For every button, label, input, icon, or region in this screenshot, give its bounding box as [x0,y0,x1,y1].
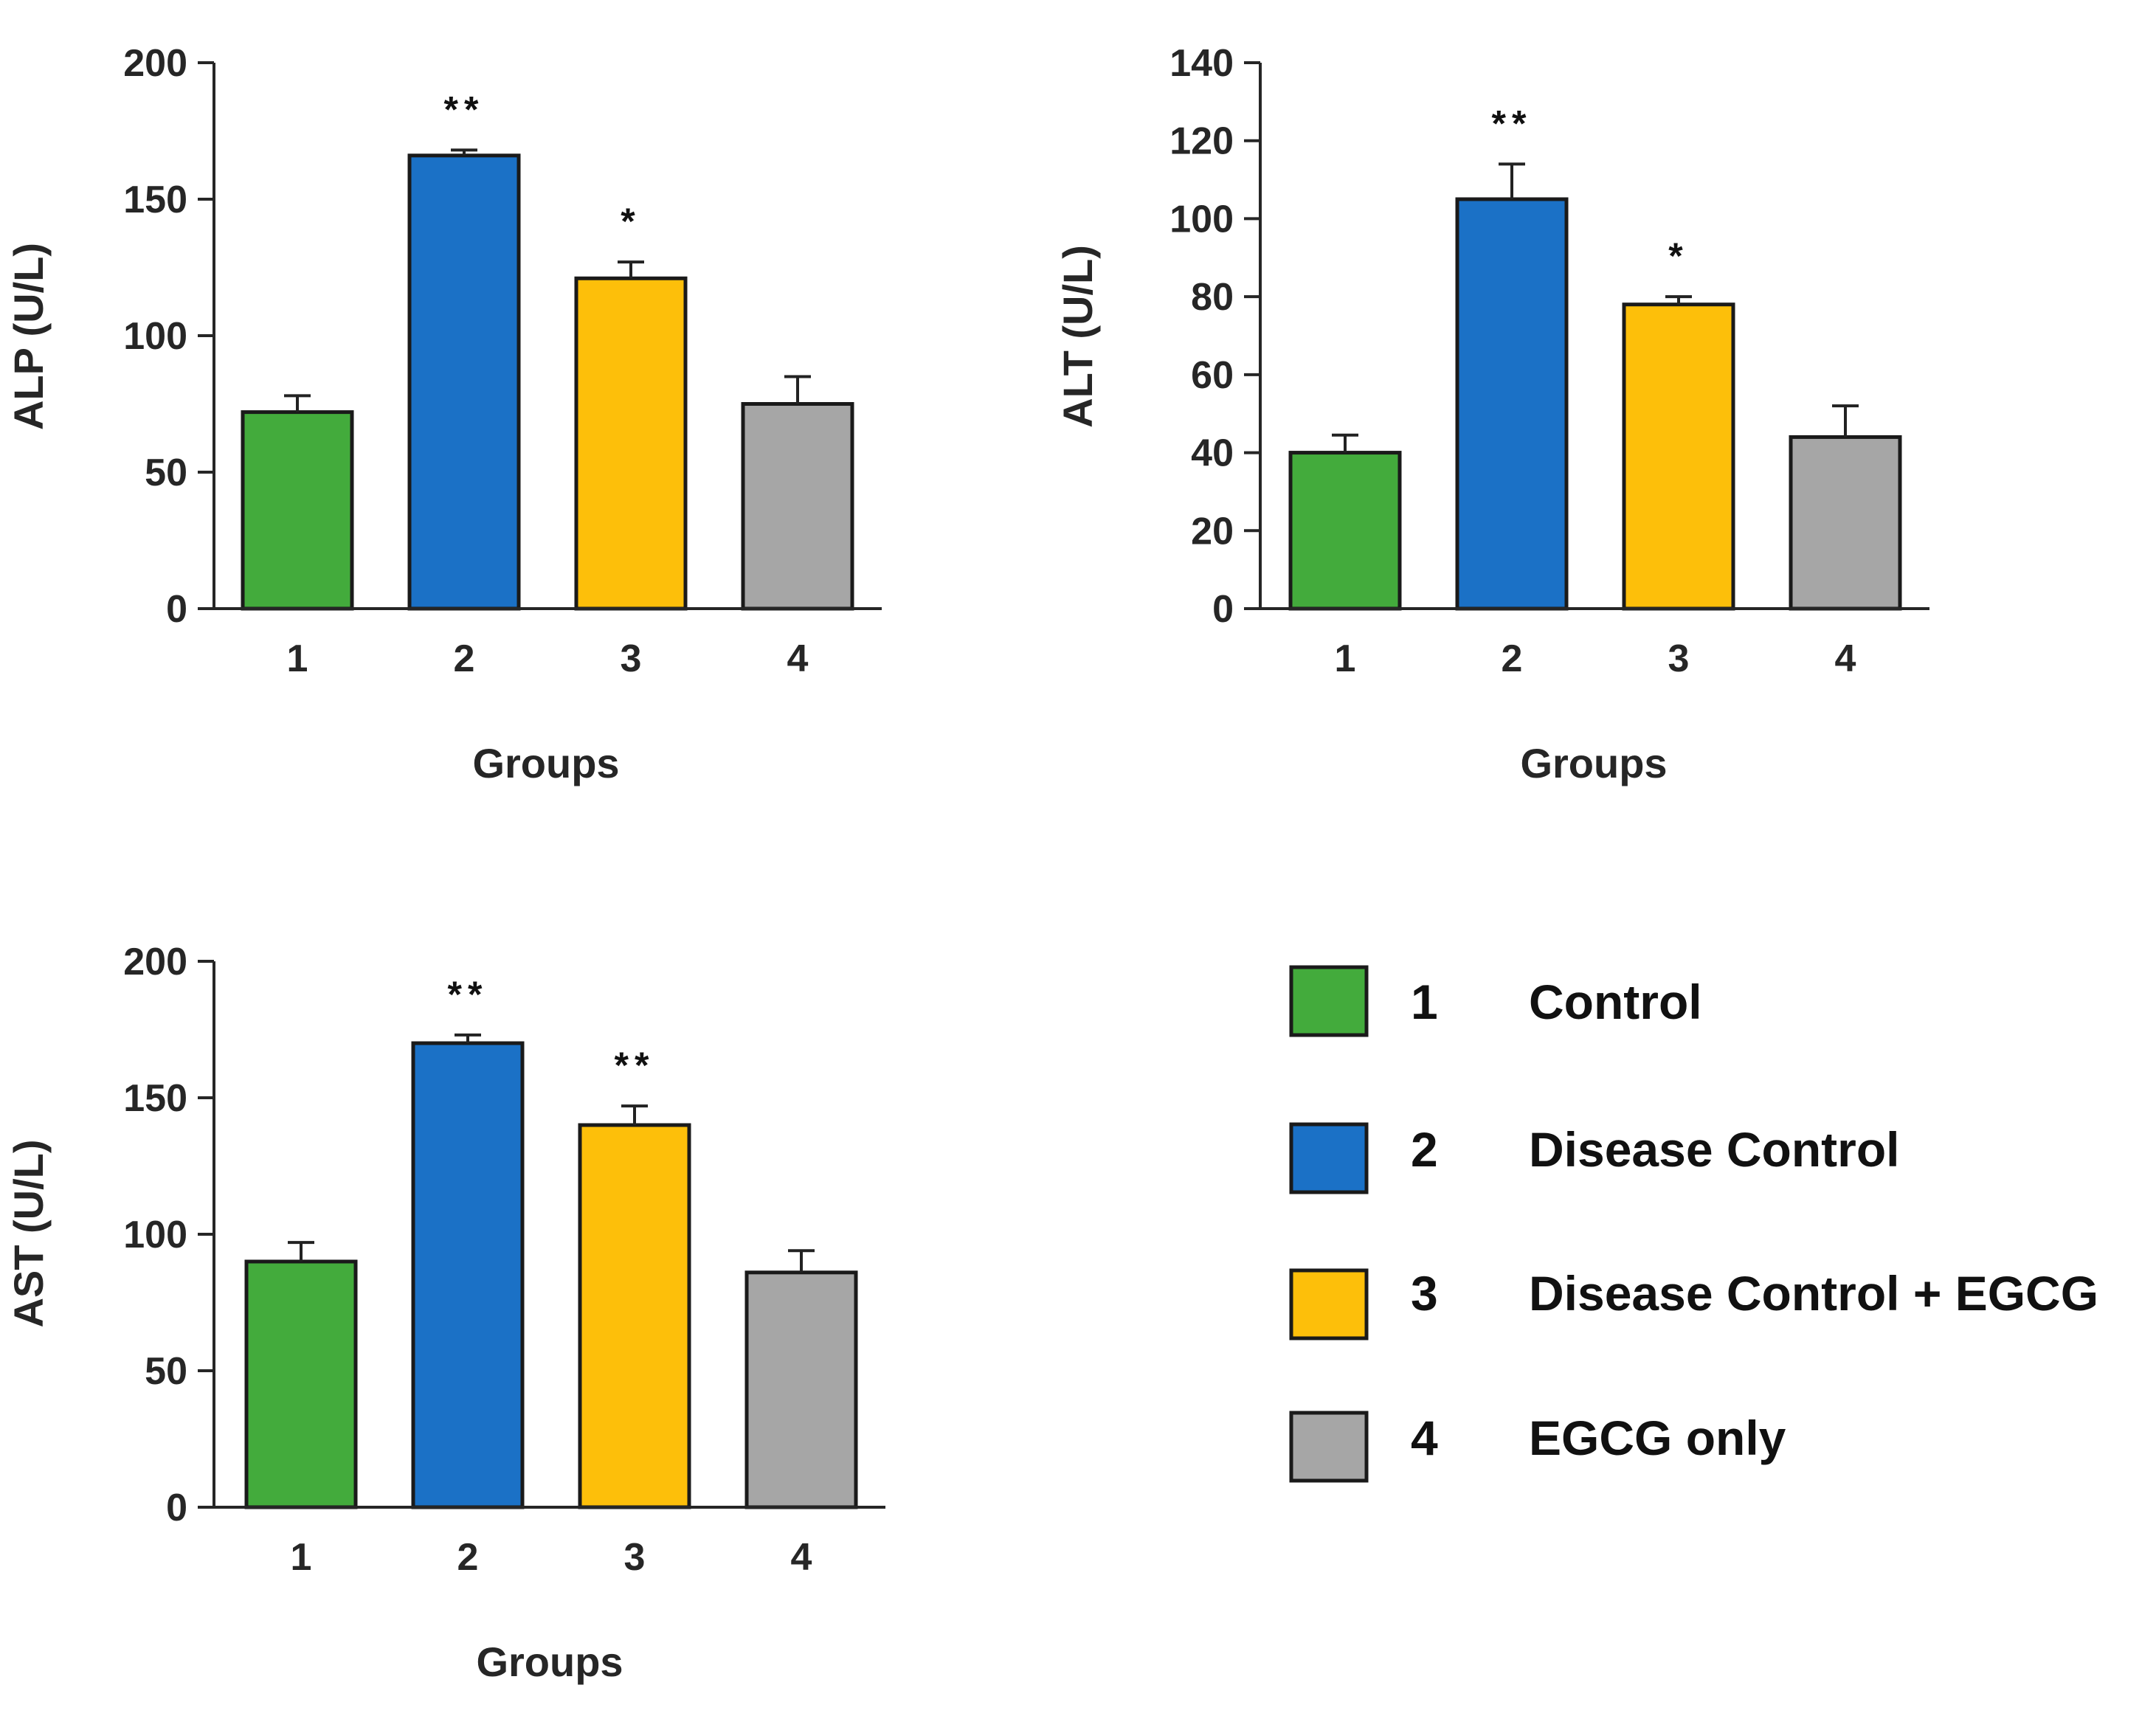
alt-y-tick-label: 80 [1191,276,1234,319]
alt-x-tick-label-3: 3 [1668,637,1690,680]
alp-y-tick-label: 100 [123,315,187,358]
alp-y-tick-label: 50 [145,452,187,494]
ast-significance-3: ** [615,1045,655,1086]
alt-x-tick-label-1: 1 [1335,637,1356,680]
ast-x-tick-label-4: 4 [791,1536,812,1579]
legend-swatch [1289,1411,1369,1483]
ast-significance-2: ** [448,974,488,1015]
alt-significance-2: ** [1492,103,1533,144]
legend-number: 4 [1411,1411,1438,1465]
alt-y-tick-label: 100 [1169,198,1234,241]
alt-y-tick-label: 140 [1169,42,1234,85]
legend: 1 Control 2 Disease Control 3 Disease Co… [1289,965,2098,1483]
alt-y-tick-label: 0 [1212,588,1234,631]
alt-x-tick-label-2: 2 [1502,637,1523,680]
alt-bar-4 [1789,435,1902,611]
alt-significance-3: * [1668,235,1688,277]
alt-x-tick-label-4: 4 [1835,637,1856,680]
ast-y-tick-label: 100 [123,1214,187,1256]
legend-number: 2 [1411,1122,1438,1177]
chart-alp-y-label: ALP (U/L) [5,243,52,430]
legend-item: 4 EGCG only [1289,1411,1786,1483]
alp-x-tick-label-3: 3 [621,637,642,680]
ast-bar-4 [744,1270,858,1509]
legend-item: 2 Disease Control [1289,1122,1899,1194]
alp-y-tick-label: 150 [123,179,187,221]
chart-alt-x-label: Groups [1520,740,1667,786]
chart-ast-y-label: AST (U/L) [5,1139,52,1327]
alp-x-tick-label-2: 2 [454,637,475,680]
legend-label: Control [1529,975,1702,1029]
alt-bar-3 [1622,302,1735,611]
ast-x-tick-label-1: 1 [291,1536,312,1579]
ast-bar-1 [244,1259,358,1509]
legend-swatch [1289,1122,1369,1194]
legend-label: EGCG only [1529,1411,1786,1465]
alt-bar-1 [1288,451,1402,611]
ast-x-tick-label-2: 2 [457,1536,479,1579]
legend-item: 3 Disease Control + EGCG [1289,1266,2098,1340]
legend-item: 1 Control [1289,965,1702,1037]
ast-bar-2 [411,1041,525,1509]
alt-y-tick-label: 20 [1191,510,1234,553]
alp-x-tick-label-4: 4 [787,637,809,680]
alp-y-tick-label: 200 [123,42,187,85]
chart-ast: AST (U/L) Groups 1 ** 2 ** 3 4 0 50 100 150 200 [5,941,885,1685]
ast-y-tick-label: 200 [123,941,187,983]
alp-significance-2: ** [444,89,485,130]
alp-significance-3: * [621,201,640,242]
ast-bar-3 [578,1123,691,1509]
alt-bar-2 [1455,197,1569,611]
alp-bar-2 [407,153,521,611]
alp-bar-4 [741,402,854,611]
alt-y-tick-label: 120 [1169,120,1234,163]
legend-number: 3 [1411,1266,1438,1321]
chart-ast-x-label: Groups [476,1639,623,1685]
chart-alp-x-label: Groups [472,740,619,786]
legend-swatch [1289,965,1369,1037]
legend-number: 1 [1411,975,1438,1029]
ast-y-tick-label: 0 [166,1487,187,1529]
chart-alt-y-label: ALT (U/L) [1054,245,1101,428]
ast-y-tick-label: 150 [123,1077,187,1120]
legend-label: Disease Control + EGCG [1529,1266,2098,1321]
alt-y-tick-label: 40 [1191,432,1234,475]
legend-label: Disease Control [1529,1122,1899,1177]
alp-bar-1 [241,410,354,611]
legend-swatch [1289,1268,1369,1340]
alp-y-tick-label: 0 [166,588,187,631]
ast-x-tick-label-3: 3 [624,1536,646,1579]
alt-y-tick-label: 60 [1191,354,1234,397]
alp-bar-3 [574,276,688,611]
alp-x-tick-label-1: 1 [287,637,308,680]
chart-alt: ALT (U/L) Groups 1**2*3 40204060801001201… [1054,42,1929,786]
chart-alp: ALP (U/L) Groups 1 ** 2 * 3 4 0 50 100 150 200 [5,42,882,786]
ast-y-tick-label: 50 [145,1350,187,1393]
